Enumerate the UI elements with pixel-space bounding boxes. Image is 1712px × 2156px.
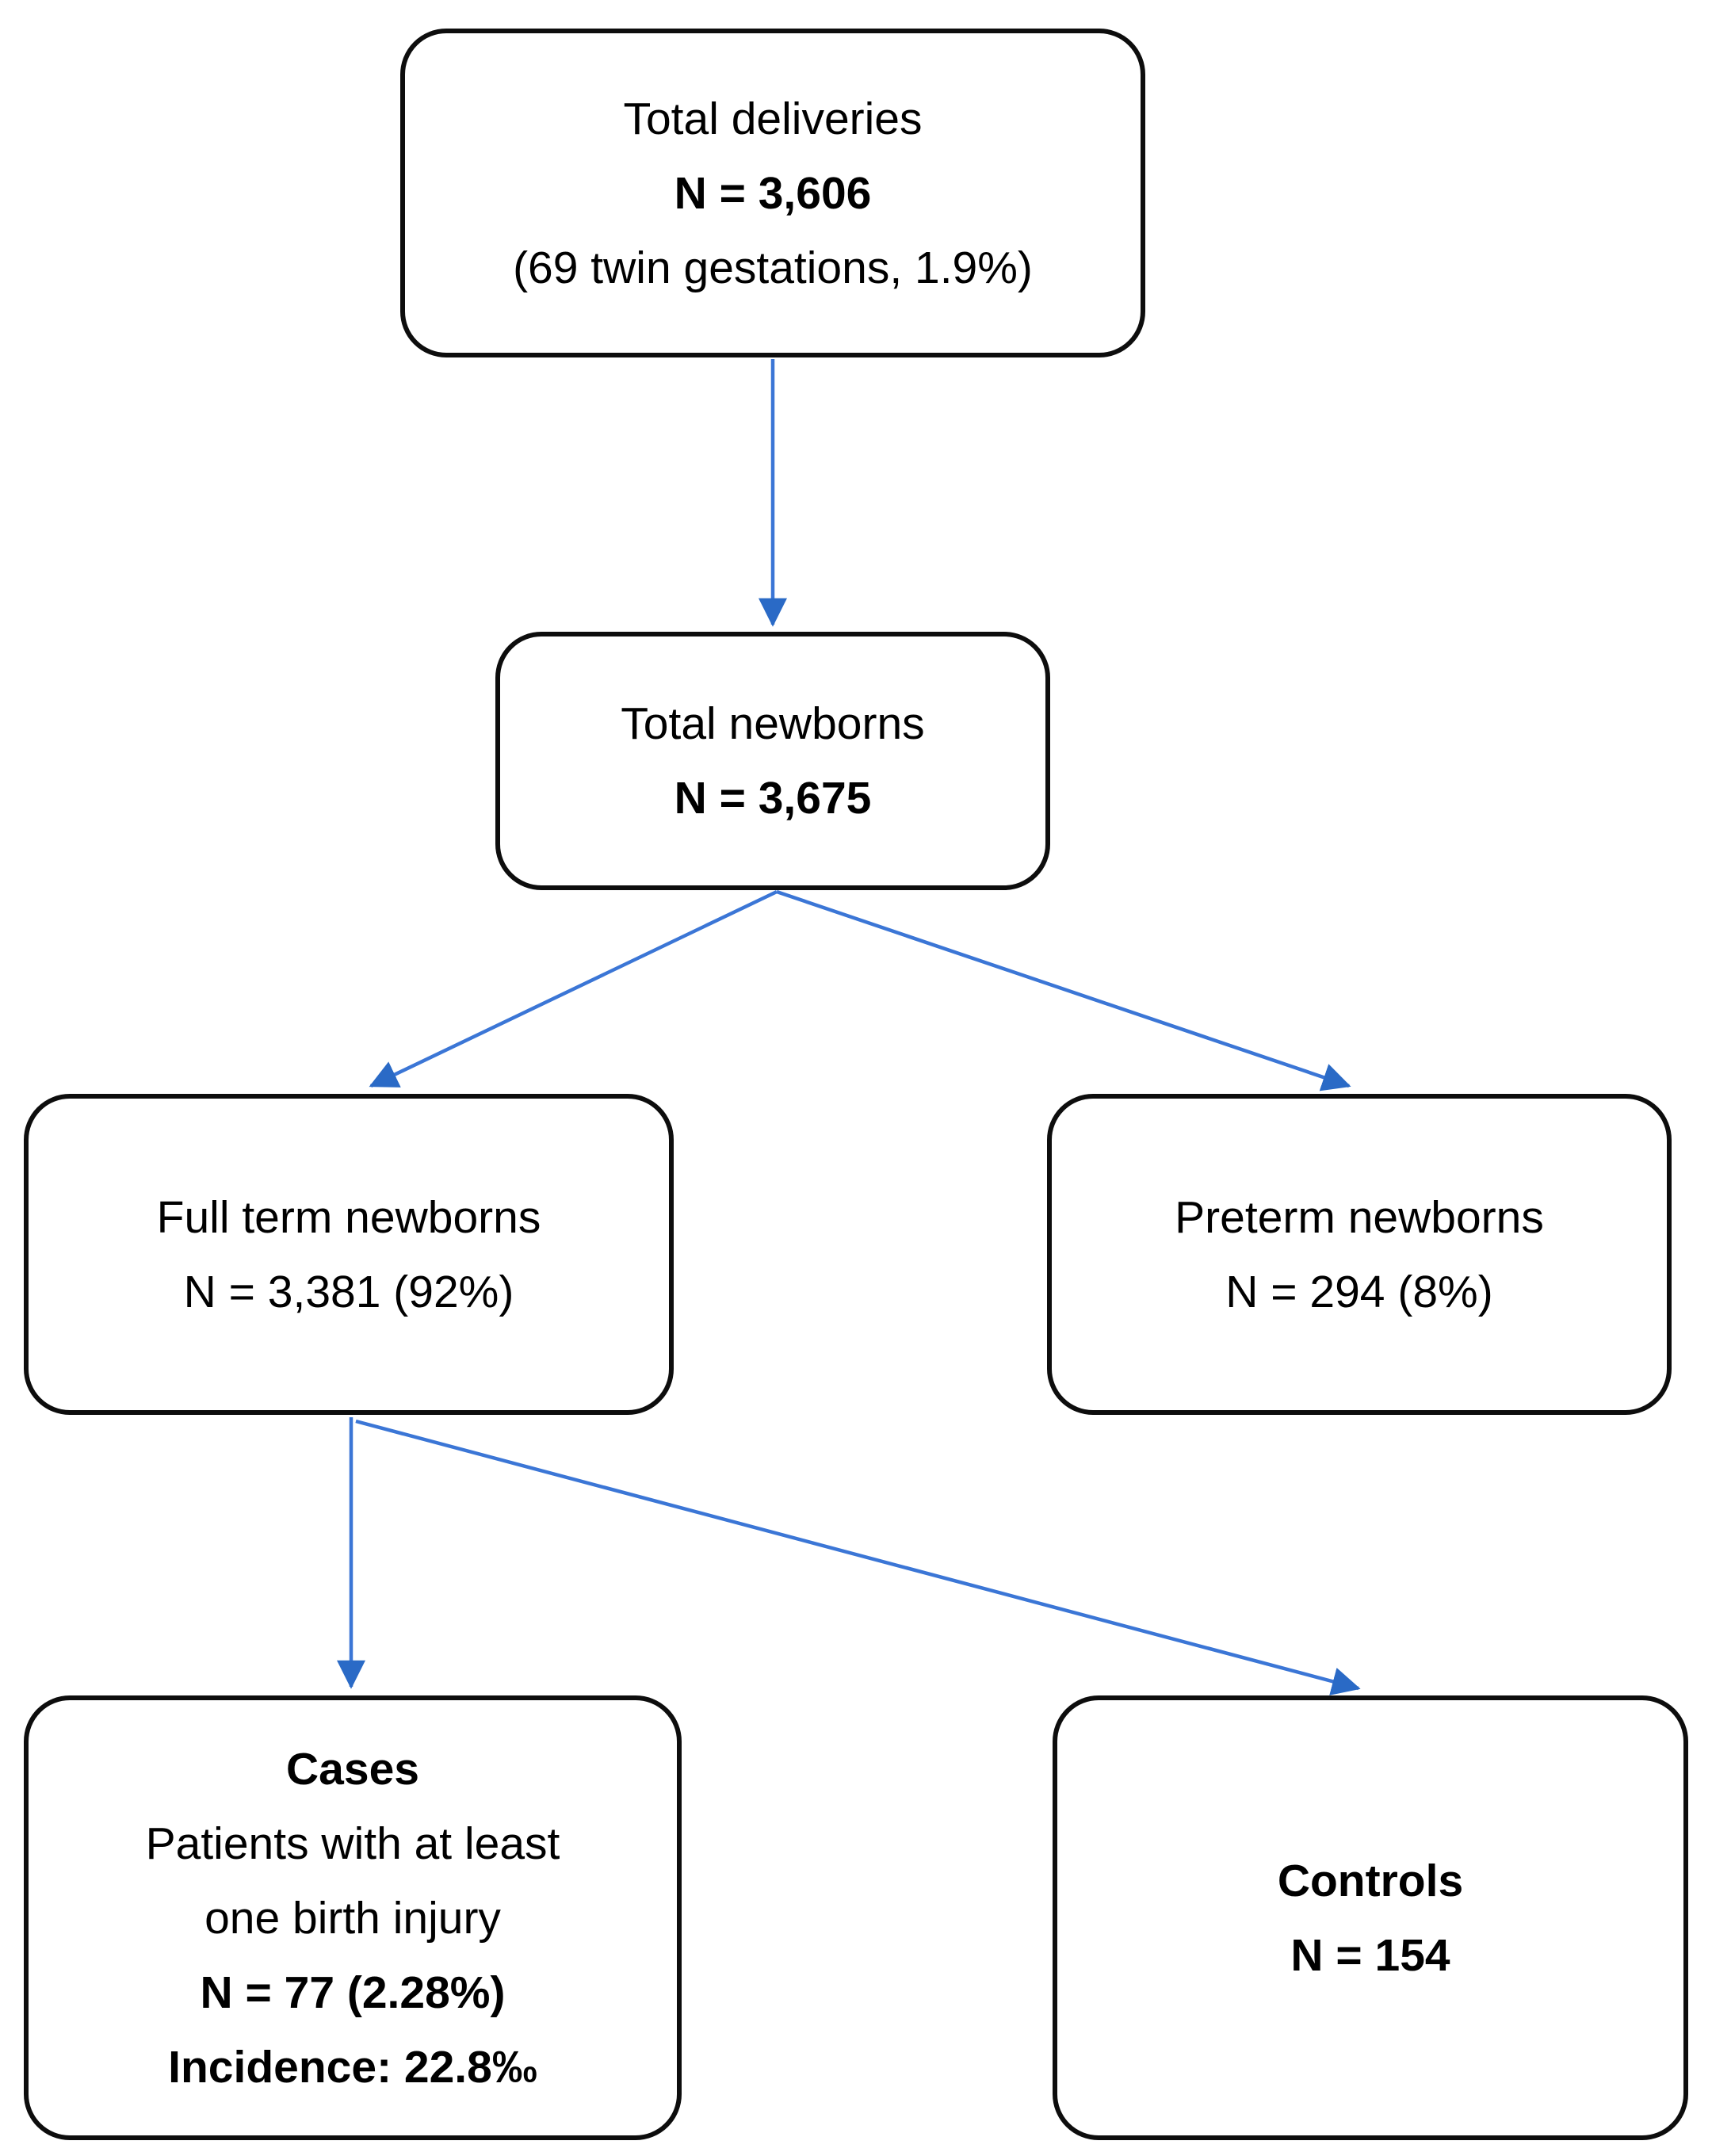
node-label: Full term newborns: [156, 1191, 541, 1243]
node-count: N = 294 (8%): [1225, 1266, 1493, 1317]
node-cases: Cases Patients with at least one birth i…: [24, 1695, 682, 2140]
edge-full-term-to-controls: [355, 1419, 1361, 1695]
node-description: one birth injury: [204, 1892, 501, 1944]
node-title: Controls: [1277, 1855, 1464, 1906]
node-label: Total deliveries: [623, 93, 923, 144]
node-total-newborns: Total newborns N = 3,675: [495, 632, 1050, 890]
node-full-term-newborns: Full term newborns N = 3,381 (92%): [24, 1094, 674, 1415]
node-count: N = 154: [1290, 1929, 1450, 1981]
node-label: Total newborns: [621, 698, 925, 749]
edge-total-newborns-to-preterm: [776, 889, 1351, 1091]
node-count: N = 3,381 (92%): [183, 1266, 514, 1317]
node-count: N = 3,675: [674, 773, 872, 824]
node-incidence: Incidence: 22.8‰: [168, 2041, 537, 2093]
node-label: Preterm newborns: [1175, 1191, 1544, 1243]
node-note: (69 twin gestations, 1.9%): [513, 242, 1033, 293]
node-count: N = 77 (2.28%): [200, 1967, 506, 2018]
node-controls: Controls N = 154: [1053, 1695, 1688, 2140]
node-title: Cases: [286, 1743, 419, 1795]
node-total-deliveries: Total deliveries N = 3,606 (69 twin gest…: [400, 29, 1145, 357]
node-description: Patients with at least: [145, 1818, 560, 1869]
node-preterm-newborns: Preterm newborns N = 294 (8%): [1047, 1094, 1672, 1415]
edge-total-newborns-to-full-term: [369, 889, 778, 1088]
node-count: N = 3,606: [674, 167, 872, 219]
